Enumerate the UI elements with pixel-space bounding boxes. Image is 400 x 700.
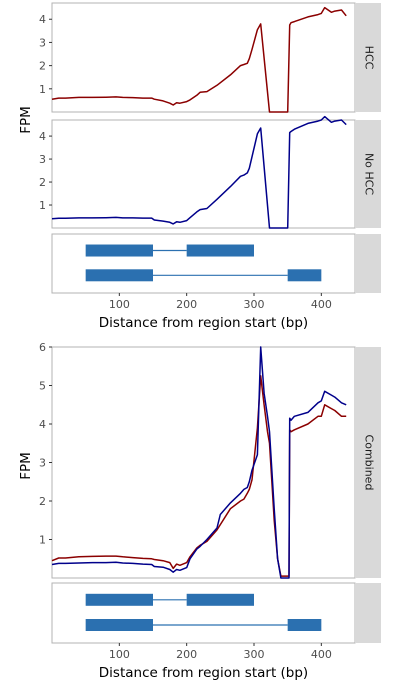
facet-strip: [356, 583, 381, 643]
x-tick-label: 300: [244, 298, 265, 311]
facet-strip: [356, 120, 381, 228]
exon-box: [186, 244, 254, 257]
y-tick-label: 1: [39, 83, 46, 96]
panel-border: [51, 346, 356, 579]
x-axis-label: Distance from region start (bp): [99, 315, 308, 331]
y-tick-label: 1: [39, 534, 46, 547]
x-tick-label: 200: [176, 298, 197, 311]
x-tick-label: 300: [244, 648, 265, 661]
exon-box: [85, 244, 153, 257]
panel-border: [51, 233, 356, 294]
facet-strip: [356, 234, 381, 293]
y-tick-label: 4: [39, 418, 46, 431]
x-tick-label: 100: [109, 648, 130, 661]
x-tick-label: 400: [311, 298, 332, 311]
x-tick-label: 400: [311, 648, 332, 661]
y-axis-label: FPM: [18, 452, 34, 480]
series-line-0: [51, 375, 347, 577]
y-axis-label: FPM: [18, 106, 34, 134]
panel-border: [51, 119, 356, 229]
exon-box: [287, 269, 322, 282]
y-tick-label: 6: [39, 341, 46, 354]
y-tick-label: 3: [39, 36, 46, 49]
facet-strip: [356, 347, 381, 578]
exon-box: [287, 619, 322, 631]
facet-strip: [356, 3, 381, 112]
y-tick-label: 3: [39, 153, 46, 166]
strip-label: Combined: [363, 435, 376, 491]
panel-1: No HCC 1 2 3 4: [39, 115, 381, 229]
y-tick-label: 1: [39, 199, 46, 212]
y-tick-label: 2: [39, 60, 46, 73]
y-tick-label: 5: [39, 380, 46, 393]
panel-0: HCC 1 2 3 4: [39, 2, 381, 113]
series-line-0: [51, 6, 347, 113]
y-tick-label: 2: [39, 495, 46, 508]
strip-label: HCC: [363, 46, 376, 70]
panel-border: [51, 582, 356, 644]
exon-box: [85, 619, 153, 631]
series-line-1: [51, 346, 347, 579]
x-tick-label: 200: [176, 648, 197, 661]
y-tick-label: 4: [39, 13, 46, 26]
panel-3: Combined 1 2 3 4 5 6: [39, 341, 381, 579]
panel-border: [51, 2, 356, 113]
exon-box: [186, 593, 254, 606]
y-tick-label: 3: [39, 457, 46, 470]
y-tick-label: 4: [39, 130, 46, 143]
strip-label: No HCC: [363, 153, 376, 195]
exon-box: [85, 593, 153, 606]
x-tick-label: 100: [109, 298, 130, 311]
series-line-0: [51, 115, 347, 229]
y-tick-label: 2: [39, 176, 46, 189]
x-axis-label: Distance from region start (bp): [99, 665, 308, 681]
exon-box: [85, 269, 153, 282]
